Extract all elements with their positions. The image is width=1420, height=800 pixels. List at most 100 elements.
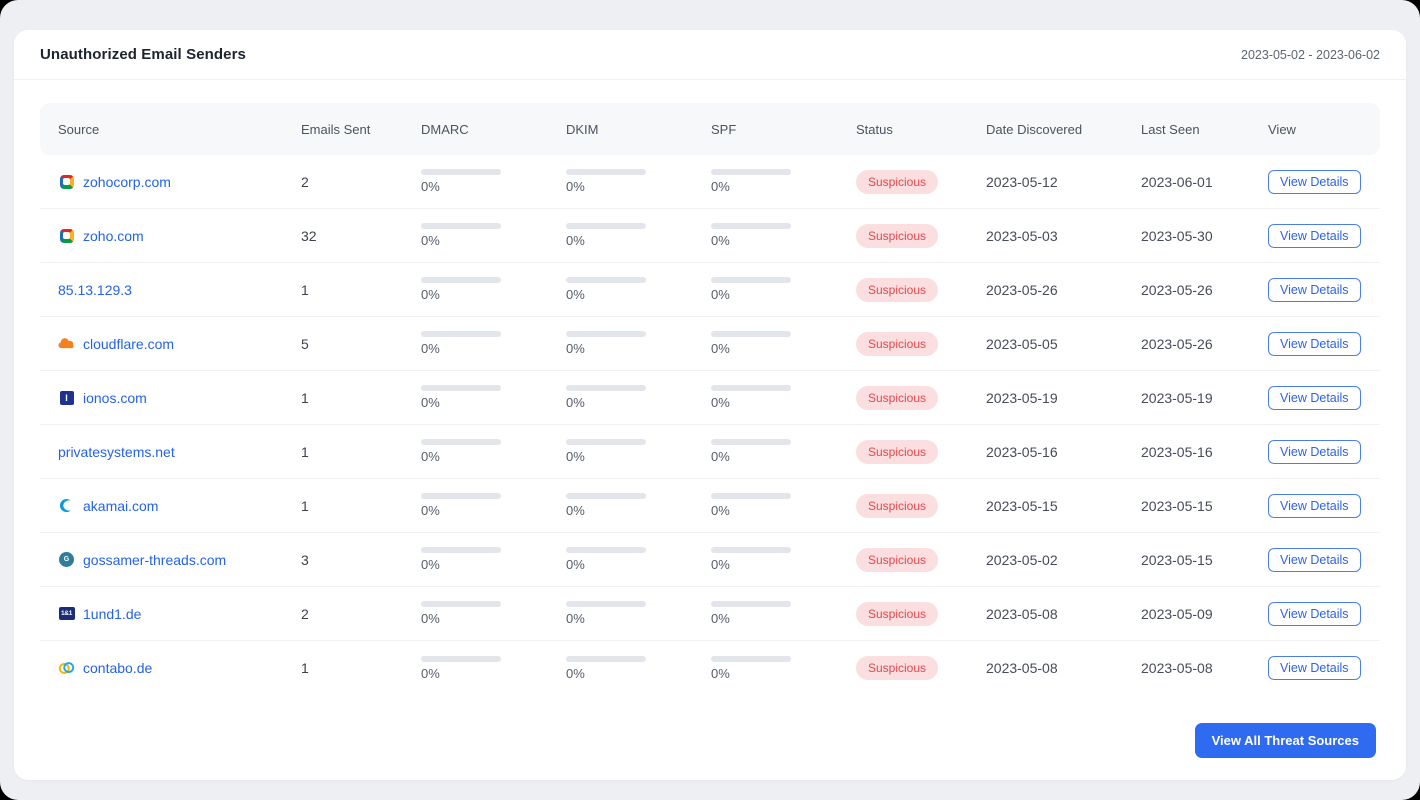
dkim-cell: 0% [566, 601, 711, 626]
spf-percent: 0% [711, 395, 730, 410]
dkim-progress-bar [566, 439, 646, 445]
spf-cell: 0% [711, 547, 856, 572]
dkim-cell: 0% [566, 547, 711, 572]
view-cell: View Details [1268, 439, 1362, 464]
view-cell: View Details [1268, 277, 1362, 302]
dkim-progress-bar [566, 331, 646, 337]
view-details-button[interactable]: View Details [1268, 601, 1361, 626]
source-link[interactable]: gossamer-threads.com [83, 551, 227, 568]
spf-cell: 0% [711, 655, 856, 681]
source-link[interactable]: contabo.de [83, 660, 153, 676]
dmarc-percent: 0% [421, 665, 440, 681]
status-cell: Suspicious [856, 439, 986, 464]
dmarc-progress-bar [421, 169, 501, 175]
source-link[interactable]: cloudflare.com [83, 335, 175, 352]
col-header-emails-sent: Emails Sent [301, 121, 371, 137]
dmarc-progress-bar [421, 331, 501, 337]
date-discovered-value: 2023-05-26 [986, 281, 1058, 298]
source-cell: G gossamer-threads.com [58, 552, 301, 568]
dkim-cell: 0% [566, 331, 711, 356]
table-row: 1&1 1und1.de 2 0% 0% 0% Suspicious 2023-… [40, 587, 1380, 641]
view-details-button[interactable]: View Details [1268, 547, 1361, 572]
dmarc-percent: 0% [421, 341, 440, 356]
table-header-row: Source Emails Sent DMARC DKIM SPF Status… [40, 103, 1380, 155]
last-seen-value: 2023-05-30 [1141, 227, 1213, 244]
view-cell: View Details [1268, 385, 1362, 410]
source-cell: akamai.com [58, 498, 301, 514]
view-cell: View Details [1268, 331, 1362, 356]
dmarc-percent: 0% [421, 611, 440, 626]
col-header-dmarc: DMARC [421, 121, 469, 137]
view-all-threat-sources-button[interactable]: View All Threat Sources [1194, 723, 1376, 758]
spf-cell: 0% [711, 601, 856, 626]
dkim-percent: 0% [566, 341, 585, 356]
last-seen-value: 2023-05-09 [1141, 605, 1213, 622]
dkim-cell: 0% [566, 439, 711, 464]
source-link[interactable]: ionos.com [83, 389, 147, 406]
emails-sent-value: 1 [301, 497, 309, 514]
date-discovered-value: 2023-05-05 [986, 335, 1058, 352]
emails-sent-value: 2 [301, 605, 309, 622]
view-cell: View Details [1268, 601, 1362, 626]
source-link[interactable]: zoho.com [83, 227, 144, 244]
status-badge: Suspicious [856, 656, 939, 680]
date-discovered-value: 2023-05-08 [986, 605, 1058, 622]
status-cell: Suspicious [856, 547, 986, 572]
source-link[interactable]: 85.13.129.3 [58, 281, 132, 298]
zoho-icon [58, 174, 75, 190]
view-details-button[interactable]: View Details [1268, 277, 1361, 302]
view-details-button[interactable]: View Details [1268, 439, 1361, 464]
gossamer-threads-icon: G [58, 552, 75, 568]
view-details-button[interactable]: View Details [1268, 385, 1361, 410]
dmarc-percent: 0% [421, 449, 440, 464]
source-link[interactable]: privatesystems.net [58, 443, 175, 460]
spf-progress-bar [711, 655, 791, 662]
dkim-progress-bar [566, 277, 646, 283]
view-cell: View Details [1268, 169, 1362, 194]
emails-sent-value: 1 [301, 281, 309, 298]
status-cell: Suspicious [856, 656, 986, 680]
table-row: G gossamer-threads.com 3 0% 0% 0% Suspic… [40, 533, 1380, 587]
spf-progress-bar [711, 439, 791, 445]
date-discovered-value: 2023-05-02 [986, 551, 1058, 568]
spf-progress-bar [711, 331, 791, 337]
spf-percent: 0% [711, 233, 730, 248]
dmarc-cell: 0% [421, 223, 566, 248]
col-header-date-discovered: Date Discovered [986, 121, 1083, 137]
view-details-button[interactable]: View Details [1268, 223, 1361, 248]
view-details-button[interactable]: View Details [1268, 169, 1361, 194]
view-details-button[interactable]: View Details [1268, 493, 1361, 518]
dmarc-percent: 0% [421, 503, 440, 518]
source-link[interactable]: 1und1.de [83, 605, 142, 622]
spf-cell: 0% [711, 493, 856, 518]
table-row: contabo.de 1 0% 0% 0% Suspicious 2023-05… [40, 641, 1380, 695]
view-details-button[interactable]: View Details [1268, 656, 1361, 680]
table-row: zohocorp.com 2 0% 0% 0% Suspicious 2023-… [40, 155, 1380, 209]
spf-percent: 0% [711, 449, 730, 464]
date-discovered-value: 2023-05-15 [986, 497, 1058, 514]
dmarc-progress-bar [421, 277, 501, 283]
last-seen-value: 2023-05-15 [1141, 551, 1213, 568]
dkim-percent: 0% [566, 179, 585, 194]
akamai-icon [58, 498, 75, 514]
view-details-button[interactable]: View Details [1268, 331, 1361, 356]
spf-percent: 0% [711, 179, 730, 194]
source-link[interactable]: zohocorp.com [83, 173, 171, 190]
status-cell: Suspicious [856, 385, 986, 410]
emails-sent-value: 2 [301, 173, 309, 190]
spf-cell: 0% [711, 277, 856, 302]
col-header-last-seen: Last Seen [1141, 121, 1200, 137]
spf-cell: 0% [711, 169, 856, 194]
spf-cell: 0% [711, 331, 856, 356]
contabo-icon [58, 660, 75, 676]
source-link[interactable]: akamai.com [83, 497, 159, 514]
dkim-percent: 0% [566, 287, 585, 302]
dkim-cell: 0% [566, 655, 711, 681]
dkim-progress-bar [566, 169, 646, 175]
dmarc-cell: 0% [421, 277, 566, 302]
cloudflare-cloud-icon [58, 336, 75, 352]
dkim-percent: 0% [566, 395, 585, 410]
col-header-spf: SPF [711, 121, 737, 137]
dkim-percent: 0% [566, 611, 585, 626]
view-cell: View Details [1268, 493, 1362, 518]
